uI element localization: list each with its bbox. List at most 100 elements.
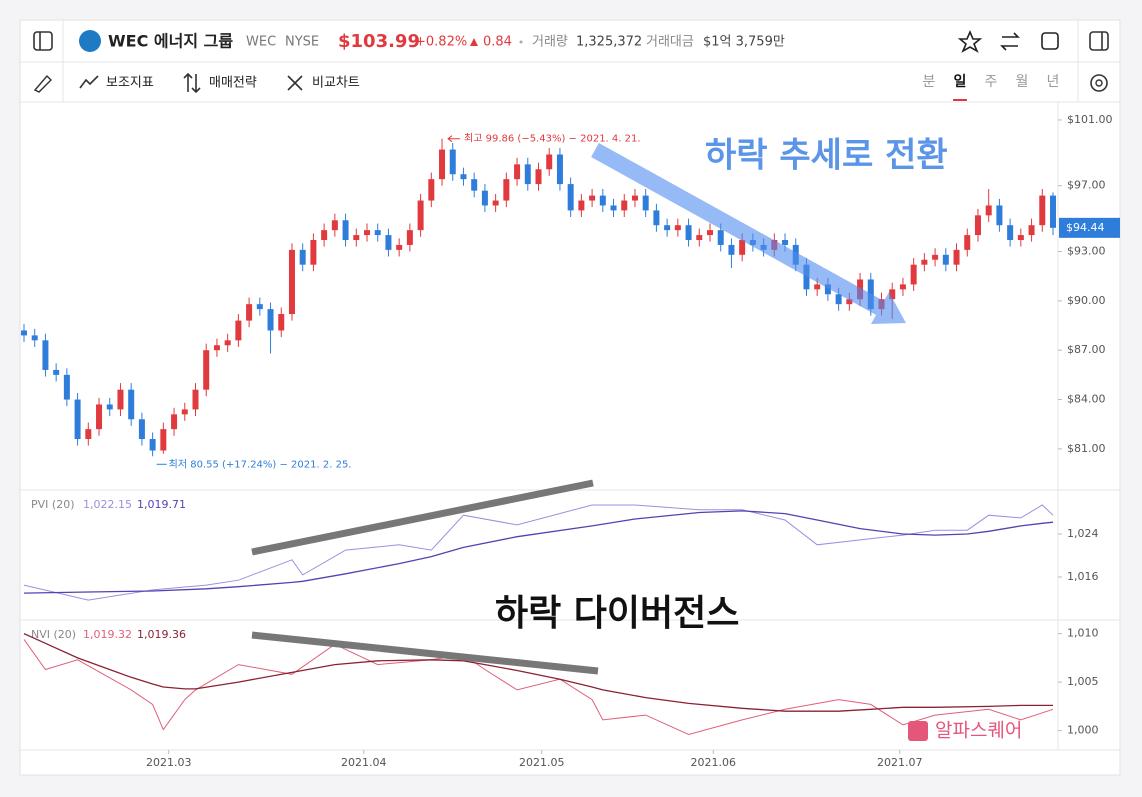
candle-body <box>203 350 210 390</box>
candle-body <box>942 254 949 265</box>
candle-body <box>85 429 92 440</box>
candle-body <box>642 195 649 211</box>
y-tick-label: 1,010 <box>1067 627 1099 640</box>
favorite[interactable] <box>957 29 983 53</box>
swap[interactable] <box>1000 32 1020 51</box>
candle-body <box>428 179 435 201</box>
period-tab[interactable]: 월 <box>1016 74 1029 90</box>
candle-body <box>556 154 563 185</box>
settings[interactable] <box>1090 74 1108 92</box>
candle-body <box>1028 225 1035 236</box>
candle-body <box>149 439 156 451</box>
trend-arrowhead <box>871 292 906 324</box>
edit[interactable] <box>1041 32 1059 50</box>
candle-body <box>846 299 853 305</box>
candle-body <box>42 340 49 370</box>
volume: 1,325,372 <box>576 35 642 50</box>
candle-body <box>128 389 135 420</box>
high-annotation: 최고 99.86 (−5.43%) − 2021. 4. 21. <box>464 133 641 145</box>
candle-body <box>353 235 360 241</box>
candle-body <box>910 264 917 285</box>
candle-body <box>278 314 285 331</box>
candle-body <box>481 190 488 206</box>
candle-body <box>492 200 499 206</box>
candle-body <box>181 409 188 415</box>
candle-body <box>578 200 585 211</box>
low-annotation: 최저 80.55 (+17.24%) − 2021. 2. 25. <box>169 458 352 470</box>
last-price-box <box>1059 217 1120 238</box>
candle-body <box>610 205 617 211</box>
period-tab[interactable]: 년 <box>1047 74 1060 90</box>
volume-label: 거래량 <box>532 35 568 50</box>
up-arrow <box>470 38 478 46</box>
card <box>19 19 1121 776</box>
candle-body <box>321 230 328 241</box>
candle-body <box>653 210 660 226</box>
candle-body <box>1007 225 1014 241</box>
candle-body <box>364 230 370 236</box>
candle-body <box>782 240 789 245</box>
toolbar-item[interactable]: 비교차트 <box>312 76 360 91</box>
candle-body <box>299 249 306 265</box>
candle-body <box>739 240 746 255</box>
y-tick-label: 1,024 <box>1067 527 1099 540</box>
candle-body <box>267 309 274 331</box>
candle-body <box>589 195 596 201</box>
candle-body <box>160 429 167 451</box>
candle-body <box>664 225 671 231</box>
y-tick-label: $81.00 <box>1067 442 1106 455</box>
candle-body <box>310 240 317 265</box>
period-tab[interactable]: 주 <box>985 74 998 90</box>
period-tab[interactable]: 일 <box>954 74 967 90</box>
candle-body <box>707 230 713 236</box>
candle-body <box>74 399 81 440</box>
toolbar: 보조지표 매매전략 비교차트 분 일 주 월 년 <box>106 74 1059 101</box>
trend-arrow <box>591 143 884 315</box>
candle-body <box>964 235 971 250</box>
exchange: NYSE <box>285 35 319 50</box>
panel-toggle[interactable] <box>1089 31 1109 51</box>
x-tick-label: 2021.07 <box>877 756 923 769</box>
candle-body <box>728 244 735 255</box>
stock-name: WEC 에너지 그룹 <box>108 32 233 51</box>
candle-body <box>717 230 724 245</box>
candle-body <box>342 220 349 241</box>
candle-body <box>1050 195 1056 228</box>
change-pct: +0.82% <box>415 35 467 50</box>
candle-body <box>96 404 103 430</box>
candle-body <box>171 414 178 430</box>
candle-body <box>374 230 381 236</box>
candle-body <box>224 340 231 346</box>
toolbar-item[interactable]: 매매전략 <box>209 76 257 91</box>
toolbar-item[interactable]: 보조지표 <box>106 76 154 91</box>
candle-body <box>514 164 521 180</box>
pvi-trendline <box>251 479 594 556</box>
turnover: $1억 3,759만 <box>703 35 785 50</box>
candle-body <box>546 154 553 170</box>
candle-body <box>385 235 392 250</box>
sidebar-toggle[interactable] <box>33 31 53 51</box>
draw-tool[interactable] <box>33 74 52 93</box>
ticker: WEC <box>246 35 276 50</box>
candle-body <box>246 304 253 321</box>
indicator-line <box>23 639 1054 736</box>
candle-body <box>331 220 338 231</box>
candle-body <box>974 215 981 236</box>
price: $103.99 <box>338 31 420 52</box>
period-tab[interactable]: 분 <box>923 74 936 90</box>
y-tick-label: $97.00 <box>1067 179 1106 192</box>
candle-body <box>288 249 295 315</box>
candle-body <box>599 195 606 206</box>
divergence-annotation: 하락 다이버전스 <box>495 593 739 634</box>
last-price-label: $94.44 <box>1066 221 1105 234</box>
candle-body <box>235 320 242 341</box>
candle-body <box>932 254 939 260</box>
indicator-value: 1,019.32 <box>83 628 132 641</box>
watermark: 알파스퀘어 <box>935 720 1022 742</box>
y-tick-label: $101.00 <box>1067 113 1113 126</box>
candle-body <box>921 259 928 265</box>
indicator-line <box>23 633 1053 712</box>
candle-body <box>106 404 113 410</box>
